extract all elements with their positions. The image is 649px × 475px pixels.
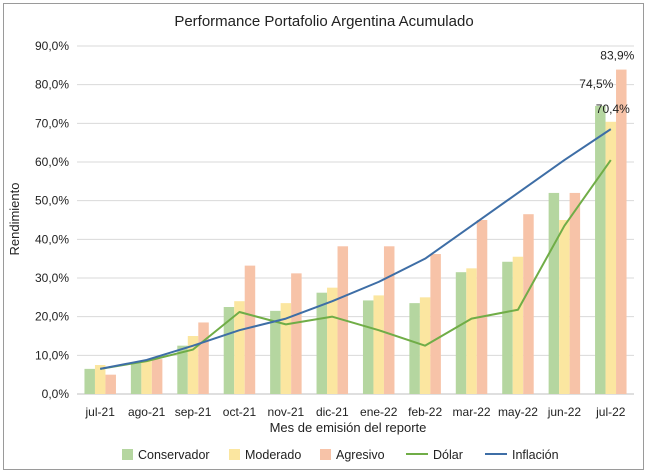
bar-agresivo	[383, 246, 395, 394]
bar-conservador	[455, 272, 467, 394]
bar-moderado	[280, 303, 292, 394]
x-tick-label: jul-22	[595, 405, 626, 419]
y-axis-ticks: 0,0% 10,0% 20,0% 30,0% 40,0% 50,0% 60,0% 70,0% 8…	[35, 39, 69, 401]
bar-conservador	[270, 310, 281, 394]
y-tick-label: 30,0%	[35, 271, 69, 285]
x-axis-title: Mes de emisión del reporte	[270, 420, 427, 435]
bar-conservador	[595, 105, 606, 394]
lines	[100, 128, 612, 370]
x-axis-ticks: jul-21 ago-21 sep-21 oct-21 nov-21 dic-21 ene-…	[85, 405, 626, 419]
bar-conservador	[223, 307, 235, 394]
bar-agresivo	[244, 265, 256, 394]
bar-agresivo	[105, 374, 116, 394]
bar-moderado	[187, 336, 199, 394]
legend-swatch	[122, 449, 133, 460]
x-tick-label: nov-21	[268, 405, 305, 419]
y-tick-label: 0,0%	[42, 387, 70, 401]
bar-conservador	[130, 363, 142, 394]
legend-label: Conservador	[138, 448, 210, 462]
bars	[84, 69, 627, 394]
y-tick-label: 20,0%	[35, 310, 69, 324]
bar-conservador	[316, 292, 328, 394]
y-tick-label: 70,0%	[35, 116, 69, 130]
data-label: 83,9%	[600, 49, 634, 63]
legend-label: Dólar	[433, 448, 463, 462]
x-tick-label: jul-21	[85, 405, 116, 419]
bar-moderado	[94, 365, 106, 394]
bar-moderado	[327, 287, 338, 394]
bar-agresivo	[569, 192, 581, 394]
bar-agresivo	[291, 273, 302, 394]
data-label: 70,4%	[596, 102, 630, 116]
bar-moderado	[373, 295, 384, 394]
x-tick-label: sep-21	[175, 405, 212, 419]
line-inflacin	[100, 128, 612, 370]
x-tick-label: dic-21	[316, 405, 349, 419]
bar-conservador	[84, 368, 95, 394]
x-tick-label: mar-22	[453, 405, 491, 419]
x-tick-label: jun-22	[547, 405, 582, 419]
bar-moderado	[559, 220, 570, 394]
bar-agresivo	[430, 254, 441, 394]
bar-agresivo	[198, 322, 209, 394]
x-tick-label: may-22	[498, 405, 538, 419]
bar-moderado	[605, 121, 617, 394]
data-label: 74,5%	[579, 77, 613, 91]
bar-moderado	[512, 256, 524, 394]
x-tick-label: ago-21	[128, 405, 166, 419]
bar-conservador	[362, 300, 374, 394]
bar-conservador	[177, 345, 188, 394]
legend: Conservador Moderado Agresivo Dólar Inflació…	[122, 448, 559, 462]
bar-agresivo	[476, 220, 488, 394]
chart: Performance Portafolio Argentina Acumula…	[7, 13, 635, 462]
y-tick-label: 90,0%	[35, 39, 69, 53]
x-tick-label: ene-22	[360, 405, 398, 419]
bar-conservador	[502, 261, 513, 394]
x-tick-label: feb-22	[408, 405, 442, 419]
chart-title: Performance Portafolio Argentina Acumula…	[174, 13, 473, 30]
bar-moderado	[466, 268, 477, 394]
legend-label: Inflación	[512, 448, 559, 462]
legend-label: Moderado	[245, 448, 301, 462]
bar-conservador	[548, 192, 560, 394]
line-dlar	[100, 159, 612, 370]
bar-moderado	[234, 301, 245, 394]
bar-agresivo	[523, 214, 534, 394]
bar-conservador	[409, 303, 420, 394]
legend-swatch	[229, 449, 240, 460]
x-tick-label: oct-21	[223, 405, 257, 419]
chart-frame: Performance Portafolio Argentina Acumula…	[3, 3, 644, 470]
y-tick-label: 10,0%	[35, 348, 69, 362]
data-labels: 74,5% 70,4% 83,9%	[579, 49, 634, 116]
legend-swatch	[320, 449, 331, 460]
bar-agresivo	[151, 359, 163, 394]
y-tick-label: 80,0%	[35, 78, 69, 92]
y-axis-title: Rendimiento	[7, 183, 22, 256]
y-tick-label: 40,0%	[35, 232, 69, 246]
y-tick-label: 60,0%	[35, 155, 69, 169]
legend-label: Agresivo	[336, 448, 385, 462]
bar-agresivo	[616, 69, 627, 394]
bar-moderado	[141, 361, 152, 394]
y-tick-label: 50,0%	[35, 194, 69, 208]
